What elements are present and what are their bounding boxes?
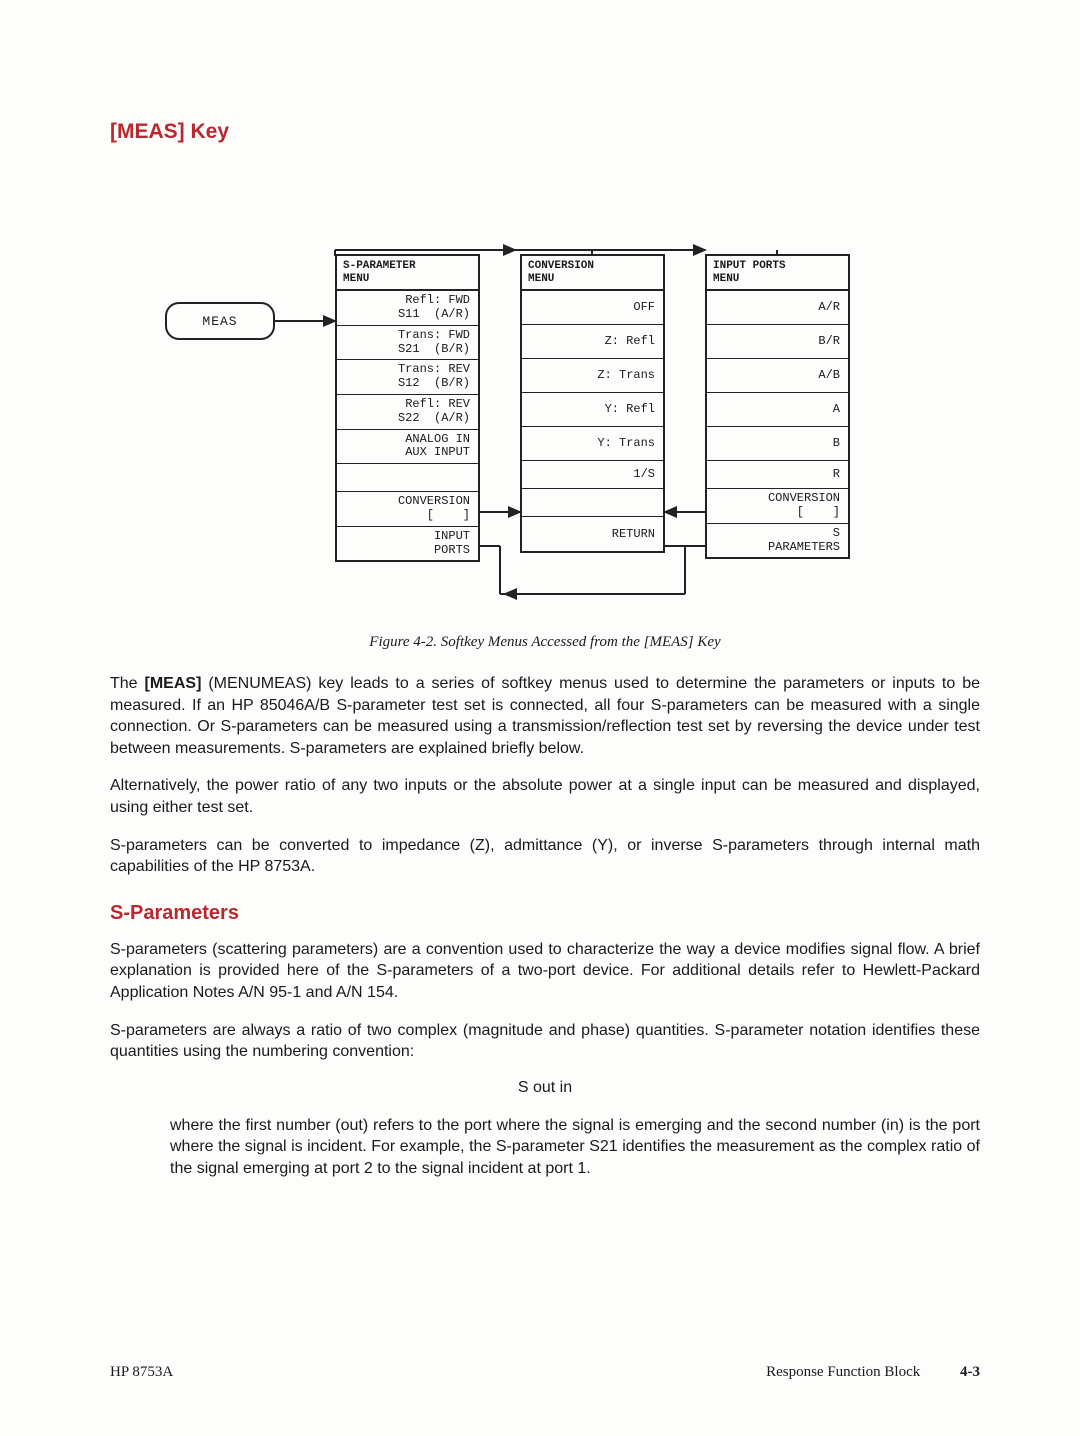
menu-item: Trans: REV S12 (B/R) xyxy=(337,360,478,395)
menu-item: B/R xyxy=(707,325,848,359)
menu-diagram: MEAS S-PARAMETER MENU Refl: FWD S11 (A/R… xyxy=(165,234,925,604)
menu-item: INPUT PORTS xyxy=(337,527,478,561)
page-footer: HP 8753A Response Function Block 4-3 xyxy=(110,1364,980,1381)
menu-header: CONVERSION MENU xyxy=(522,256,663,291)
menu-item xyxy=(337,464,478,492)
menu-item xyxy=(522,489,663,517)
menu-col-sparam: S-PARAMETER MENU Refl: FWD S11 (A/R) Tra… xyxy=(335,254,480,562)
menu-item: RETURN xyxy=(522,517,663,551)
menu-header: INPUT PORTS MENU xyxy=(707,256,848,291)
figure-caption: Figure 4-2. Softkey Menus Accessed from … xyxy=(110,634,980,651)
footer-section: Response Function Block xyxy=(766,1364,920,1380)
menu-item: Trans: FWD S21 (B/R) xyxy=(337,326,478,361)
menu-item: R xyxy=(707,461,848,489)
body-paragraph: The [MEAS] (MENUMEAS) key leads to a ser… xyxy=(110,673,980,759)
menu-item: Z: Refl xyxy=(522,325,663,359)
formula: S out in xyxy=(110,1079,980,1097)
menu-item: CONVERSION [ ] xyxy=(337,492,478,527)
menu-item: S PARAMETERS xyxy=(707,524,848,558)
footer-right: Response Function Block 4-3 xyxy=(766,1364,980,1381)
body-paragraph: S-parameters can be converted to impedan… xyxy=(110,835,980,878)
footer-page-number: 4-3 xyxy=(960,1364,980,1380)
menu-item: Refl: REV S22 (A/R) xyxy=(337,395,478,430)
menu-item: Y: Refl xyxy=(522,393,663,427)
menu-item: OFF xyxy=(522,291,663,325)
bold-text: [MEAS] xyxy=(145,675,202,692)
menu-item: A/R xyxy=(707,291,848,325)
menu-item: ANALOG IN AUX INPUT xyxy=(337,430,478,465)
menu-item: Refl: FWD S11 (A/R) xyxy=(337,291,478,326)
menu-item: B xyxy=(707,427,848,461)
subsection-heading: S-Parameters xyxy=(110,902,980,925)
menu-item: 1/S xyxy=(522,461,663,489)
indented-paragraph: where the first number (out) refers to t… xyxy=(170,1115,980,1180)
menu-item: Y: Trans xyxy=(522,427,663,461)
footer-left: HP 8753A xyxy=(110,1364,173,1381)
section-heading: [MEAS] Key xyxy=(110,120,980,144)
menu-item: CONVERSION [ ] xyxy=(707,489,848,524)
menu-col-conversion: CONVERSION MENU OFF Z: Refl Z: Trans Y: … xyxy=(520,254,665,553)
menu-item: Z: Trans xyxy=(522,359,663,393)
body-paragraph: S-parameters (scattering parameters) are… xyxy=(110,939,980,1004)
body-paragraph: S-parameters are always a ratio of two c… xyxy=(110,1020,980,1063)
menu-item: A xyxy=(707,393,848,427)
body-paragraph: Alternatively, the power ratio of any tw… xyxy=(110,775,980,818)
menu-item: A/B xyxy=(707,359,848,393)
menu-header: S-PARAMETER MENU xyxy=(337,256,478,291)
text: (MENUMEAS) key leads to a series of soft… xyxy=(110,675,980,757)
meas-key-box: MEAS xyxy=(165,302,275,340)
menu-col-inputports: INPUT PORTS MENU A/R B/R A/B A B R CONVE… xyxy=(705,254,850,559)
text: The xyxy=(110,675,145,692)
